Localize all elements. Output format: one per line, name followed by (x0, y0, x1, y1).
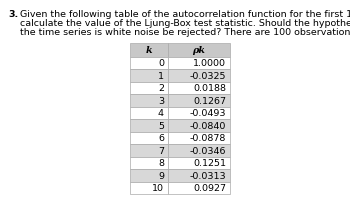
Bar (168, 57, 230, 70)
Bar (168, 95, 230, 107)
Bar (130, 107, 168, 119)
Bar (168, 144, 230, 157)
Bar (168, 182, 230, 194)
Text: 8: 8 (158, 158, 164, 167)
Text: ρk: ρk (193, 46, 205, 55)
Text: 0.0927: 0.0927 (193, 183, 226, 192)
Bar (168, 119, 230, 132)
Bar (168, 157, 230, 169)
Bar (168, 44, 230, 57)
Text: 0: 0 (158, 59, 164, 68)
Text: 2: 2 (158, 84, 164, 93)
Text: Given the following table of the autocorrelation function for the first 10 lags,: Given the following table of the autocor… (20, 10, 350, 19)
Bar (168, 169, 230, 182)
Bar (130, 95, 168, 107)
Text: 3.: 3. (8, 10, 18, 19)
Bar (168, 132, 230, 144)
Text: 0.1267: 0.1267 (193, 96, 226, 105)
Text: 1: 1 (158, 71, 164, 80)
Bar (130, 44, 168, 57)
Text: 10: 10 (152, 183, 164, 192)
Text: 1.0000: 1.0000 (193, 59, 226, 68)
Bar (130, 157, 168, 169)
Bar (168, 70, 230, 82)
Bar (168, 82, 230, 95)
Text: 7: 7 (158, 146, 164, 155)
Bar (130, 182, 168, 194)
Text: 0.1251: 0.1251 (193, 158, 226, 167)
Text: -0.0493: -0.0493 (189, 109, 226, 118)
Bar (130, 82, 168, 95)
Bar (130, 119, 168, 132)
Bar (130, 169, 168, 182)
Text: 5: 5 (158, 121, 164, 130)
Bar (168, 107, 230, 119)
Text: 3: 3 (158, 96, 164, 105)
Text: calculate the value of the Ljung‐Box test statistic. Should the hypothesis that: calculate the value of the Ljung‐Box tes… (20, 19, 350, 28)
Text: 4: 4 (158, 109, 164, 118)
Bar (130, 132, 168, 144)
Text: -0.0346: -0.0346 (189, 146, 226, 155)
Bar (130, 70, 168, 82)
Text: -0.0313: -0.0313 (189, 171, 226, 180)
Text: k: k (146, 46, 152, 55)
Bar (130, 57, 168, 70)
Text: -0.0878: -0.0878 (190, 134, 226, 143)
Text: -0.0325: -0.0325 (189, 71, 226, 80)
Text: the time series is white noise be rejected? There are 100 observations.: the time series is white noise be reject… (20, 28, 350, 37)
Text: -0.0840: -0.0840 (190, 121, 226, 130)
Text: 6: 6 (158, 134, 164, 143)
Text: 0.0188: 0.0188 (193, 84, 226, 93)
Bar (130, 144, 168, 157)
Text: 9: 9 (158, 171, 164, 180)
